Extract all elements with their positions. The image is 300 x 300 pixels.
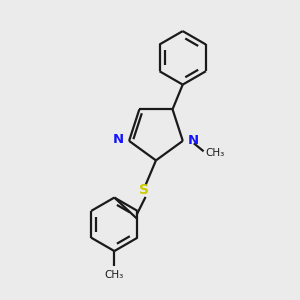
Text: CH₃: CH₃ xyxy=(205,148,224,158)
Text: N: N xyxy=(188,134,199,147)
Text: S: S xyxy=(139,183,149,197)
Text: CH₃: CH₃ xyxy=(105,270,124,280)
Text: N: N xyxy=(112,133,124,146)
